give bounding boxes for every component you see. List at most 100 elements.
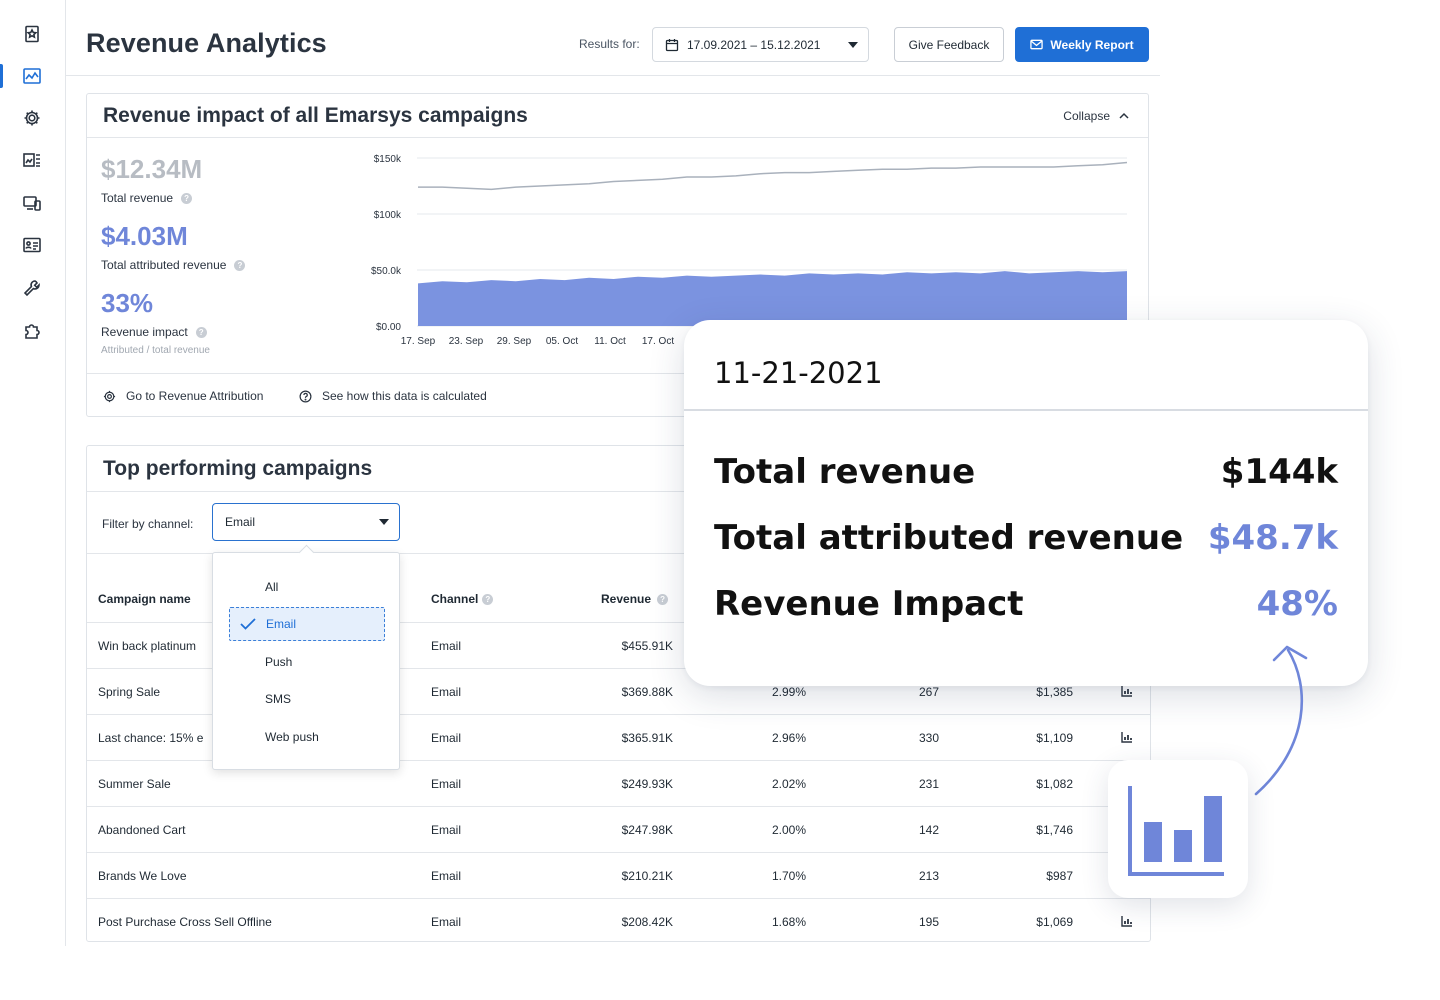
collapse-label: Collapse <box>1063 109 1110 123</box>
column-header-revenue[interactable]: Revenue ? <box>601 592 669 606</box>
help-icon[interactable]: ? <box>195 326 207 338</box>
collapse-button[interactable]: Collapse <box>1063 109 1130 123</box>
sidebar-item-contacts[interactable] <box>18 231 46 259</box>
revenue-impact-label-row: Revenue impact ? <box>101 325 207 339</box>
sidebar-item-settings[interactable] <box>18 104 46 132</box>
see-calculation-label: See how this data is calculated <box>322 389 487 403</box>
page-title: Revenue Analytics <box>86 28 327 58</box>
see-calculation-link[interactable]: See how this data is calculated <box>299 389 487 403</box>
sidebar-item-devices[interactable] <box>18 189 46 217</box>
attributed-revenue-label-row: Total attributed revenue ? <box>101 258 246 272</box>
help-icon[interactable]: ? <box>181 192 193 204</box>
sidebar-item-tools[interactable] <box>18 274 46 302</box>
date-range-select[interactable]: 17.09.2021 – 15.12.2021 <box>652 27 869 62</box>
count-cell: 142 <box>918 823 939 837</box>
dropdown-option-web-push[interactable]: Web push <box>265 730 319 744</box>
column-header-campaign-name[interactable]: Campaign name <box>98 592 191 606</box>
revenue-impact-subtext: Attributed / total revenue <box>101 345 210 356</box>
channel-dropdown-menu: All Email Push SMS Web push <box>212 544 400 770</box>
gear-icon <box>24 110 40 126</box>
contacts-icon <box>23 237 41 253</box>
share-cell: 1.70% <box>771 869 806 883</box>
channel-cell: Email <box>431 915 462 929</box>
x-tick-label: 23. Sep <box>449 336 484 347</box>
sidebar-item-integrations[interactable] <box>18 316 46 344</box>
table-row[interactable]: Last chance: 15% e Email $365.91K 2.96% 330 $… <box>87 714 1150 760</box>
calendar-icon <box>665 38 679 51</box>
divider <box>684 409 1368 411</box>
help-icon[interactable]: ? <box>234 259 246 271</box>
channel-cell: Email <box>431 685 462 699</box>
channel-cell: Email <box>431 731 462 745</box>
chart-view-icon[interactable] <box>1120 684 1134 698</box>
column-header-label: Campaign name <box>98 592 191 606</box>
x-tick-label: 11. Oct <box>594 336 626 347</box>
x-tick-label: 17. Oct <box>642 336 674 347</box>
total-revenue-value: $12.34M <box>101 154 203 184</box>
table-row[interactable]: Post Purchase Cross Sell Offline Email $20… <box>87 898 1150 944</box>
chart-view-icon[interactable] <box>1120 914 1134 928</box>
give-feedback-button[interactable]: Give Feedback <box>894 27 1004 62</box>
value-cell: $1,746 <box>1036 823 1073 837</box>
y-tick-label: $150k <box>374 154 402 165</box>
table-row[interactable]: Brands We Love Email $210.21K 1.70% 213 $987 <box>87 852 1150 898</box>
dropdown-option-sms[interactable]: SMS <box>265 692 292 706</box>
channel-filter-select[interactable]: Email <box>212 503 400 541</box>
dropdown-option-email[interactable]: Email <box>229 607 385 641</box>
help-icon[interactable]: ? <box>657 593 669 605</box>
channel-cell: Email <box>431 869 462 883</box>
campaign-name-cell: Brands We Love <box>98 869 187 883</box>
count-cell: 267 <box>918 685 939 699</box>
sidebar-item-media[interactable] <box>18 146 46 174</box>
gear-icon <box>103 390 116 402</box>
media-icon <box>23 153 40 167</box>
table-row[interactable]: Abandoned Cart Email $247.98K 2.00% 142 $1,74… <box>87 806 1150 852</box>
dropdown-option-all[interactable]: All <box>265 580 279 594</box>
page-header: Revenue Analytics Results for: 17.09.202… <box>66 0 1160 76</box>
count-cell: 213 <box>918 869 939 883</box>
channel-cell: Email <box>431 777 462 791</box>
channel-cell: Email <box>431 639 462 653</box>
x-tick-label: 05. Oct <box>546 336 578 347</box>
channel-cell: Email <box>431 823 462 837</box>
count-cell: 330 <box>918 731 939 745</box>
wrench-icon <box>23 280 40 297</box>
results-for-label: Results for: <box>579 37 640 51</box>
revenue-impact-label: Revenue impact <box>101 325 188 339</box>
tooltip-attributed-value: $48.7k <box>1207 518 1338 558</box>
tooltip-impact-value: 48% <box>1256 584 1338 624</box>
campaign-name-cell: Win back platinum <box>98 639 197 653</box>
divider <box>87 553 1150 554</box>
chart-view-icon[interactable] <box>1120 730 1134 744</box>
go-to-revenue-attribution-link[interactable]: Go to Revenue Attribution <box>103 389 263 403</box>
value-cell: $1,109 <box>1036 731 1073 745</box>
column-header-channel[interactable]: Channel ? <box>431 592 494 606</box>
campaigns-panel-header: Top performing campaigns <box>87 446 1150 492</box>
y-tick-label: $100k <box>374 210 402 221</box>
dropdown-option-push[interactable]: Push <box>265 655 293 669</box>
share-cell: 2.99% <box>771 685 806 699</box>
attributed-revenue-value: $4.03M <box>101 221 188 251</box>
table-row[interactable]: Win back platinum Email $455.91K <box>87 622 1150 668</box>
revenue-cell: $455.91K <box>621 639 673 653</box>
sidebar <box>0 0 66 946</box>
table-row[interactable]: Spring Sale Email $369.88K 2.99% 267 $1,385 <box>87 668 1150 714</box>
share-cell: 2.96% <box>771 731 806 745</box>
weekly-report-button[interactable]: Weekly Report <box>1015 27 1149 62</box>
help-icon[interactable]: ? <box>482 593 494 605</box>
checkmark-icon <box>240 618 256 630</box>
tooltip-date: 11-21-2021 <box>714 356 883 390</box>
sidebar-active-indicator <box>0 64 3 88</box>
channel-filter-value: Email <box>225 515 256 529</box>
x-tick-label: 17. Sep <box>401 336 436 347</box>
revenue-cell: $369.88K <box>621 685 673 699</box>
value-cell: $1,385 <box>1036 685 1073 699</box>
tooltip-total-revenue-label: Total revenue <box>714 452 976 492</box>
revenue-cell: $210.21K <box>621 869 673 883</box>
count-cell: 195 <box>918 915 939 929</box>
sidebar-item-bookmarks[interactable] <box>18 20 46 48</box>
value-cell: $1,082 <box>1036 777 1073 791</box>
sidebar-item-analytics[interactable] <box>18 62 46 90</box>
y-tick-label: $50.0k <box>371 266 402 277</box>
revenue-panel-footer: Go to Revenue Attribution See how this d… <box>87 373 1148 417</box>
